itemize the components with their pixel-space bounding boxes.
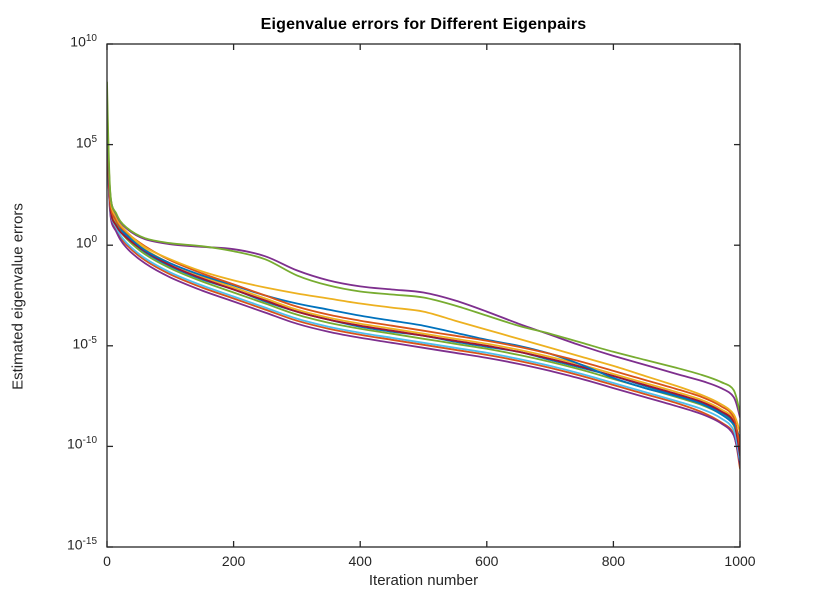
chart-title: Eigenvalue errors for Different Eigenpai…	[260, 16, 587, 33]
x-tick-label-400: 400	[348, 553, 372, 569]
series-line-eigenpair-10	[107, 95, 740, 434]
x-axis-label: Iteration number	[368, 572, 479, 589]
series-line-eigenpair-12	[107, 81, 740, 415]
series-line-eigenpair-2	[107, 133, 740, 470]
y-tick-label-1e-10: 10-10	[66, 435, 97, 453]
y-tick-label-1e10: 1010	[70, 33, 97, 50]
y-axis-label: Estimated eigenvalue errors	[9, 203, 27, 390]
series-line-eigenpair-6	[107, 139, 740, 462]
series-line-eigenpair-1	[107, 125, 740, 448]
y-tick-label-1e-5: 10-5	[72, 334, 97, 352]
series-lines	[107, 81, 740, 470]
series-line-eigenpair-11	[107, 107, 740, 419]
y-tick-label-1e0: 100	[75, 234, 97, 251]
axes-box	[106, 43, 741, 548]
x-tick-label-800: 800	[601, 553, 626, 569]
x-tick-label-0: 0	[103, 553, 111, 569]
y-tick-label-1e5: 105	[75, 133, 97, 151]
series-line-eigenpair-8	[107, 111, 740, 440]
x-tick-label-1000: 1000	[724, 553, 756, 569]
y-tick-label-1e-15: 10-15	[66, 536, 97, 553]
series-line-eigenpair-4	[107, 137, 740, 466]
x-tick-label-200: 200	[221, 553, 246, 569]
x-tick-label-600: 600	[475, 553, 499, 569]
